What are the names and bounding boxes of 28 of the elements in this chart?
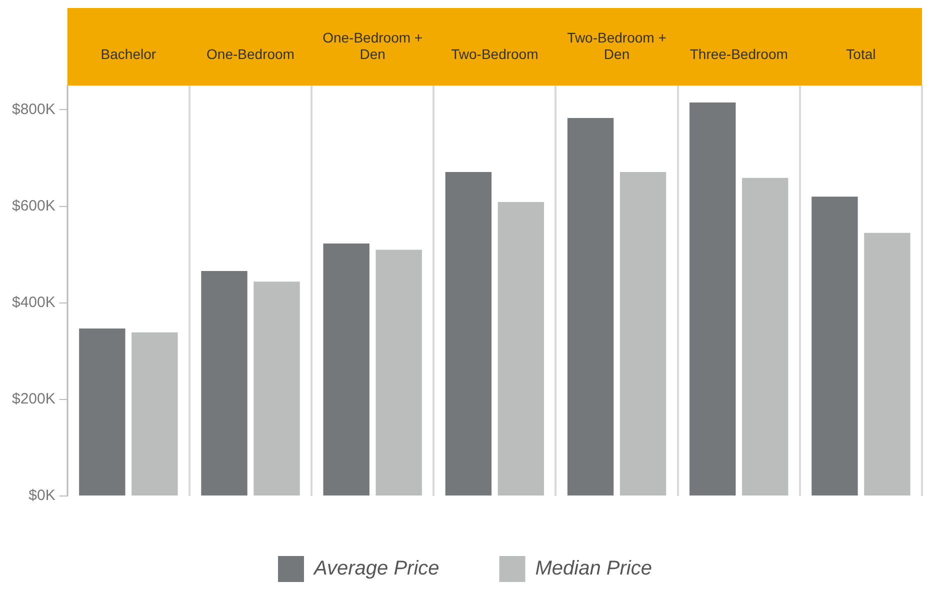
legend-label: Median Price xyxy=(535,558,652,580)
bar xyxy=(690,102,736,496)
bar xyxy=(323,243,370,496)
y-tick-label: $400K xyxy=(12,294,56,312)
x-tick-label: One-Bedroom xyxy=(206,46,294,62)
y-tick-label: $600K xyxy=(12,197,56,214)
bar xyxy=(498,202,544,496)
bar xyxy=(132,332,178,496)
y-tick-label: $800K xyxy=(12,100,56,118)
bar xyxy=(567,118,614,496)
y-tick-label: $0K xyxy=(28,487,56,504)
bar xyxy=(864,232,910,496)
x-tick-label: Three-Bedroom xyxy=(690,46,788,62)
bar xyxy=(254,282,300,496)
bar xyxy=(620,172,666,496)
x-tick-label: Two-Bedroom xyxy=(451,46,538,62)
bar xyxy=(812,196,858,496)
legend-label: Average Price xyxy=(313,558,440,580)
bar xyxy=(201,271,248,496)
bar xyxy=(79,328,126,496)
x-tick-label: Bachelor xyxy=(100,46,156,62)
x-tick-label: One-Bedroom + Den xyxy=(322,29,423,62)
bar xyxy=(445,172,492,496)
x-tick-label: Two-Bedroom + Den xyxy=(567,29,666,62)
bar xyxy=(742,178,788,496)
y-tick-label: $200K xyxy=(12,390,56,408)
x-tick-label: Total xyxy=(846,46,876,62)
bar xyxy=(376,250,422,496)
